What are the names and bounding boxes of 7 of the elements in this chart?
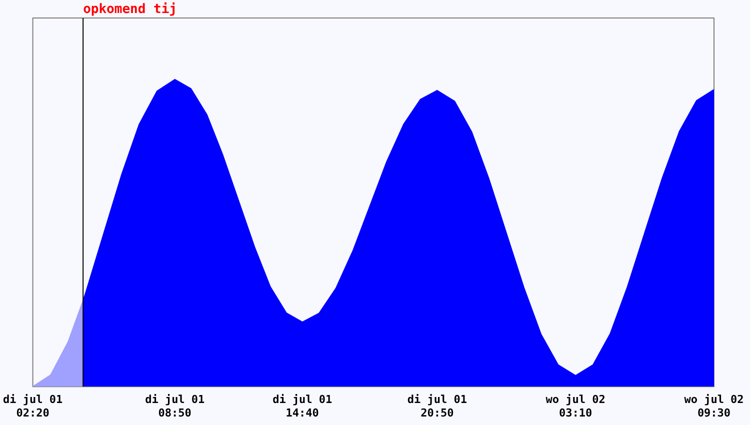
x-tick-label: wo jul 02 09:30 (684, 393, 744, 420)
x-tick-label: di jul 01 02:20 (2, 393, 63, 420)
x-tick-label: di jul 01 20:50 (407, 393, 468, 420)
x-tick-label: di jul 01 14:40 (272, 393, 333, 420)
ref-line-label: opkomend tij (83, 2, 177, 17)
x-tick-label: di jul 01 08:50 (145, 393, 206, 420)
x-tick-label: wo jul 02 03:10 (546, 393, 606, 420)
